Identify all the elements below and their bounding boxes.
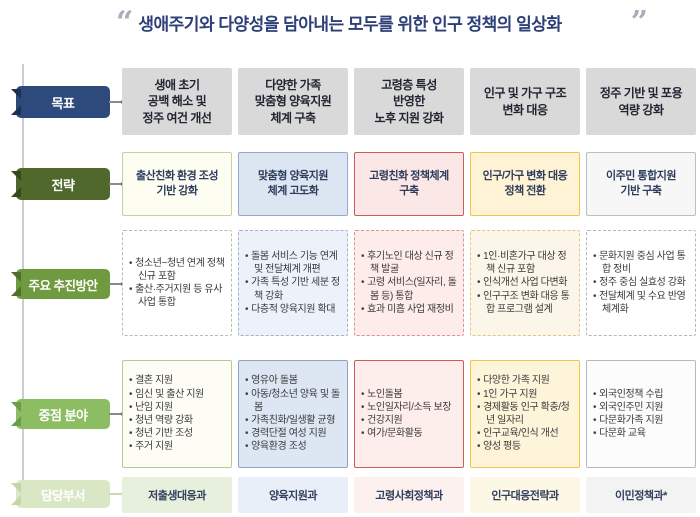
focus-item: 양성 평등 [477, 440, 575, 453]
row-label-focus: 중점 분야 [11, 399, 110, 429]
dept-card: 고령사회정책과 [354, 477, 464, 513]
plan-item: 1인·비혼가구 대상 정책 신규 포함 [477, 250, 575, 276]
row-label-goal-text: 목표 [51, 95, 75, 111]
close-quote-mark: ” [630, 5, 648, 40]
plans-row: 청소년~청년 연계 정책 신규 포함 출산·주거지원 등 유사 사업 통합 돌봄… [122, 230, 696, 336]
plan-item: 출산·주거지원 등 유사 사업 통합 [129, 283, 227, 309]
goal-card: 정주 기반 및 포용 역량 강화 [586, 68, 696, 135]
connector-arrow-plans [109, 282, 125, 286]
plans-card: 청소년~청년 연계 정책 신규 포함 출산·주거지원 등 유사 사업 통합 [122, 230, 232, 336]
focus-item: 경제활동 인구 확충/청년 일자리 [477, 401, 575, 427]
plans-card: 후기노인 대상 신규 정책 발굴 고령 서비스(일자리, 돌봄 등) 통합 효과… [354, 230, 464, 336]
row-label-goal: 목표 [11, 86, 110, 118]
focus-item: 외국인정책 수립 [593, 388, 691, 401]
plan-item: 고령 서비스(일자리, 돌봄 등) 통합 [361, 276, 459, 302]
focus-item: 다문화 교육 [593, 427, 691, 440]
focus-card: 외국인정책 수립 외국인주민 지원 다문화가족 지원 다문화 교육 [586, 360, 696, 468]
focus-item: 영유아 돌봄 [245, 374, 343, 387]
focus-list: 영유아 돌봄 아동/청소년 양육 및 돌봄 가족친화/일생활 균형 경력단절 여… [245, 374, 343, 453]
focus-card: 영유아 돌봄 아동/청소년 양육 및 돌봄 가족친화/일생활 균형 경력단절 여… [238, 360, 348, 468]
focus-list: 외국인정책 수립 외국인주민 지원 다문화가족 지원 다문화 교육 [593, 388, 691, 441]
plan-item: 후기노인 대상 신규 정책 발굴 [361, 250, 459, 276]
plans-list: 1인·비혼가구 대상 정책 신규 포함 인식개선 사업 다변화 인구구조 변화 … [477, 250, 575, 316]
strategy-row: 출산친화 환경 조성 기반 강화 맞춤형 양육지원 체계 고도화 고령친화 정책… [122, 152, 696, 216]
page-title: 생애주기와 다양성을 담아내는 모두를 위한 인구 정책의 일상화 [138, 15, 562, 34]
focus-item: 건강지원 [361, 414, 459, 427]
plan-item: 다층적 양육지원 확대 [245, 303, 343, 316]
focus-card: 노인돌봄 노인일자리/소득 보장 건강지원 여가/문화활동 [354, 360, 464, 468]
focus-item: 다양한 가족 지원 [477, 374, 575, 387]
strategy-card: 고령친화 정책체계 구축 [354, 152, 464, 216]
focus-item: 노인돌봄 [361, 388, 459, 401]
strategy-card: 이주민 통합지원 기반 구축 [586, 152, 696, 216]
focus-item: 여가/문화활동 [361, 427, 459, 440]
dept-card: 이민정책과* [586, 477, 696, 513]
focus-item: 다문화가족 지원 [593, 414, 691, 427]
title-block: “ 생애주기와 다양성을 담아내는 모두를 위한 인구 정책의 일상화 ” [0, 5, 700, 40]
plan-item: 돌봄 서비스 기능 연계 및 전달체계 개편 [245, 250, 343, 276]
focus-card: 결혼 지원 임신 및 출산 지원 난임 지원 청년 역량 강화 청년 기반 조성… [122, 360, 232, 468]
connector-arrow-goal [109, 100, 125, 104]
focus-item: 청년 기반 조성 [129, 427, 227, 440]
dept-card: 양육지원과 [238, 477, 348, 513]
connector-arrow-dept [109, 492, 125, 496]
focus-item: 가족친화/일생활 균형 [245, 414, 343, 427]
plan-item: 전달체계 및 수요 반영 체계화 [593, 290, 691, 316]
focus-item: 임신 및 출산 지원 [129, 388, 227, 401]
strategy-card: 출산친화 환경 조성 기반 강화 [122, 152, 232, 216]
connector-arrow-focus [109, 412, 125, 416]
strategy-card: 인구/가구 변화 대응 정책 전환 [470, 152, 580, 216]
plan-item: 인구구조 변화 대응 통합 프로그램 설계 [477, 290, 575, 316]
plans-list: 후기노인 대상 신규 정책 발굴 고령 서비스(일자리, 돌봄 등) 통합 효과… [361, 250, 459, 316]
plan-item: 정주 중심 실효성 강화 [593, 276, 691, 289]
plans-list: 청소년~청년 연계 정책 신규 포함 출산·주거지원 등 유사 사업 통합 [129, 257, 227, 310]
goal-card: 고령층 특성 반영한 노후 지원 강화 [354, 68, 464, 135]
plans-card: 1인·비혼가구 대상 정책 신규 포함 인식개선 사업 다변화 인구구조 변화 … [470, 230, 580, 336]
strategy-card: 맞춤형 양육지원 체계 고도화 [238, 152, 348, 216]
focus-item: 청년 역량 강화 [129, 414, 227, 427]
focus-item: 1인 가구 지원 [477, 388, 575, 401]
row-label-plans: 주요 추진방안 [11, 269, 110, 299]
plan-item: 인식개선 사업 다변화 [477, 276, 575, 289]
dept-card: 인구대응전략과 [470, 477, 580, 513]
goal-row: 생애 초기 공백 해소 및 정주 여건 개선 다양한 가족 맞춤형 양육지원 체… [122, 68, 696, 135]
focus-item: 인구교육/인식 개선 [477, 427, 575, 440]
focus-item: 결혼 지원 [129, 374, 227, 387]
plans-list: 문화지원 중심 사업 통합 정비 정주 중심 실효성 강화 전달체계 및 수요 … [593, 250, 691, 316]
focus-item: 아동/청소년 양육 및 돌봄 [245, 388, 343, 414]
dept-row: 저출생대응과 양육지원과 고령사회정책과 인구대응전략과 이민정책과* [122, 477, 696, 513]
row-label-dept-text: 담당부서 [40, 488, 86, 503]
plan-item: 문화지원 중심 사업 통합 정비 [593, 250, 691, 276]
focus-item: 외국인주민 지원 [593, 401, 691, 414]
goal-card: 인구 및 가구 구조 변화 대응 [470, 68, 580, 135]
plans-card: 돌봄 서비스 기능 연계 및 전달체계 개편 가족 특성 기반 세분 정책 강화… [238, 230, 348, 336]
focus-list: 결혼 지원 임신 및 출산 지원 난임 지원 청년 역량 강화 청년 기반 조성… [129, 374, 227, 453]
focus-card: 다양한 가족 지원 1인 가구 지원 경제활동 인구 확충/청년 일자리 인구교… [470, 360, 580, 468]
goal-card: 다양한 가족 맞춤형 양육지원 체계 구축 [238, 68, 348, 135]
focus-list: 노인돌봄 노인일자리/소득 보장 건강지원 여가/문화활동 [361, 388, 459, 441]
row-label-dept: 담당부서 [11, 480, 110, 508]
open-quote-mark: “ [116, 5, 134, 40]
focus-item: 난임 지원 [129, 401, 227, 414]
focus-row: 결혼 지원 임신 및 출산 지원 난임 지원 청년 역량 강화 청년 기반 조성… [122, 360, 696, 468]
focus-item: 노인일자리/소득 보장 [361, 401, 459, 414]
row-label-strategy: 전략 [11, 168, 110, 200]
focus-list: 다양한 가족 지원 1인 가구 지원 경제활동 인구 확충/청년 일자리 인구교… [477, 374, 575, 453]
plans-card: 문화지원 중심 사업 통합 정비 정주 중심 실효성 강화 전달체계 및 수요 … [586, 230, 696, 336]
row-label-strategy-text: 전략 [51, 177, 75, 193]
connector-arrow-strategy [109, 182, 125, 186]
focus-item: 양육환경 조성 [245, 440, 343, 453]
plans-list: 돌봄 서비스 기능 연계 및 전달체계 개편 가족 특성 기반 세분 정책 강화… [245, 250, 343, 316]
plan-item: 가족 특성 기반 세분 정책 강화 [245, 276, 343, 302]
focus-item: 경력단절 여성 지원 [245, 427, 343, 440]
plan-item: 청소년~청년 연계 정책 신규 포함 [129, 257, 227, 283]
row-label-plans-text: 주요 추진방안 [28, 278, 98, 293]
goal-card: 생애 초기 공백 해소 및 정주 여건 개선 [122, 68, 232, 135]
row-label-focus-text: 중점 분야 [38, 407, 88, 423]
plan-item: 효과 미흡 사업 재정비 [361, 303, 459, 316]
focus-item: 주거 지원 [129, 440, 227, 453]
dept-card: 저출생대응과 [122, 477, 232, 513]
